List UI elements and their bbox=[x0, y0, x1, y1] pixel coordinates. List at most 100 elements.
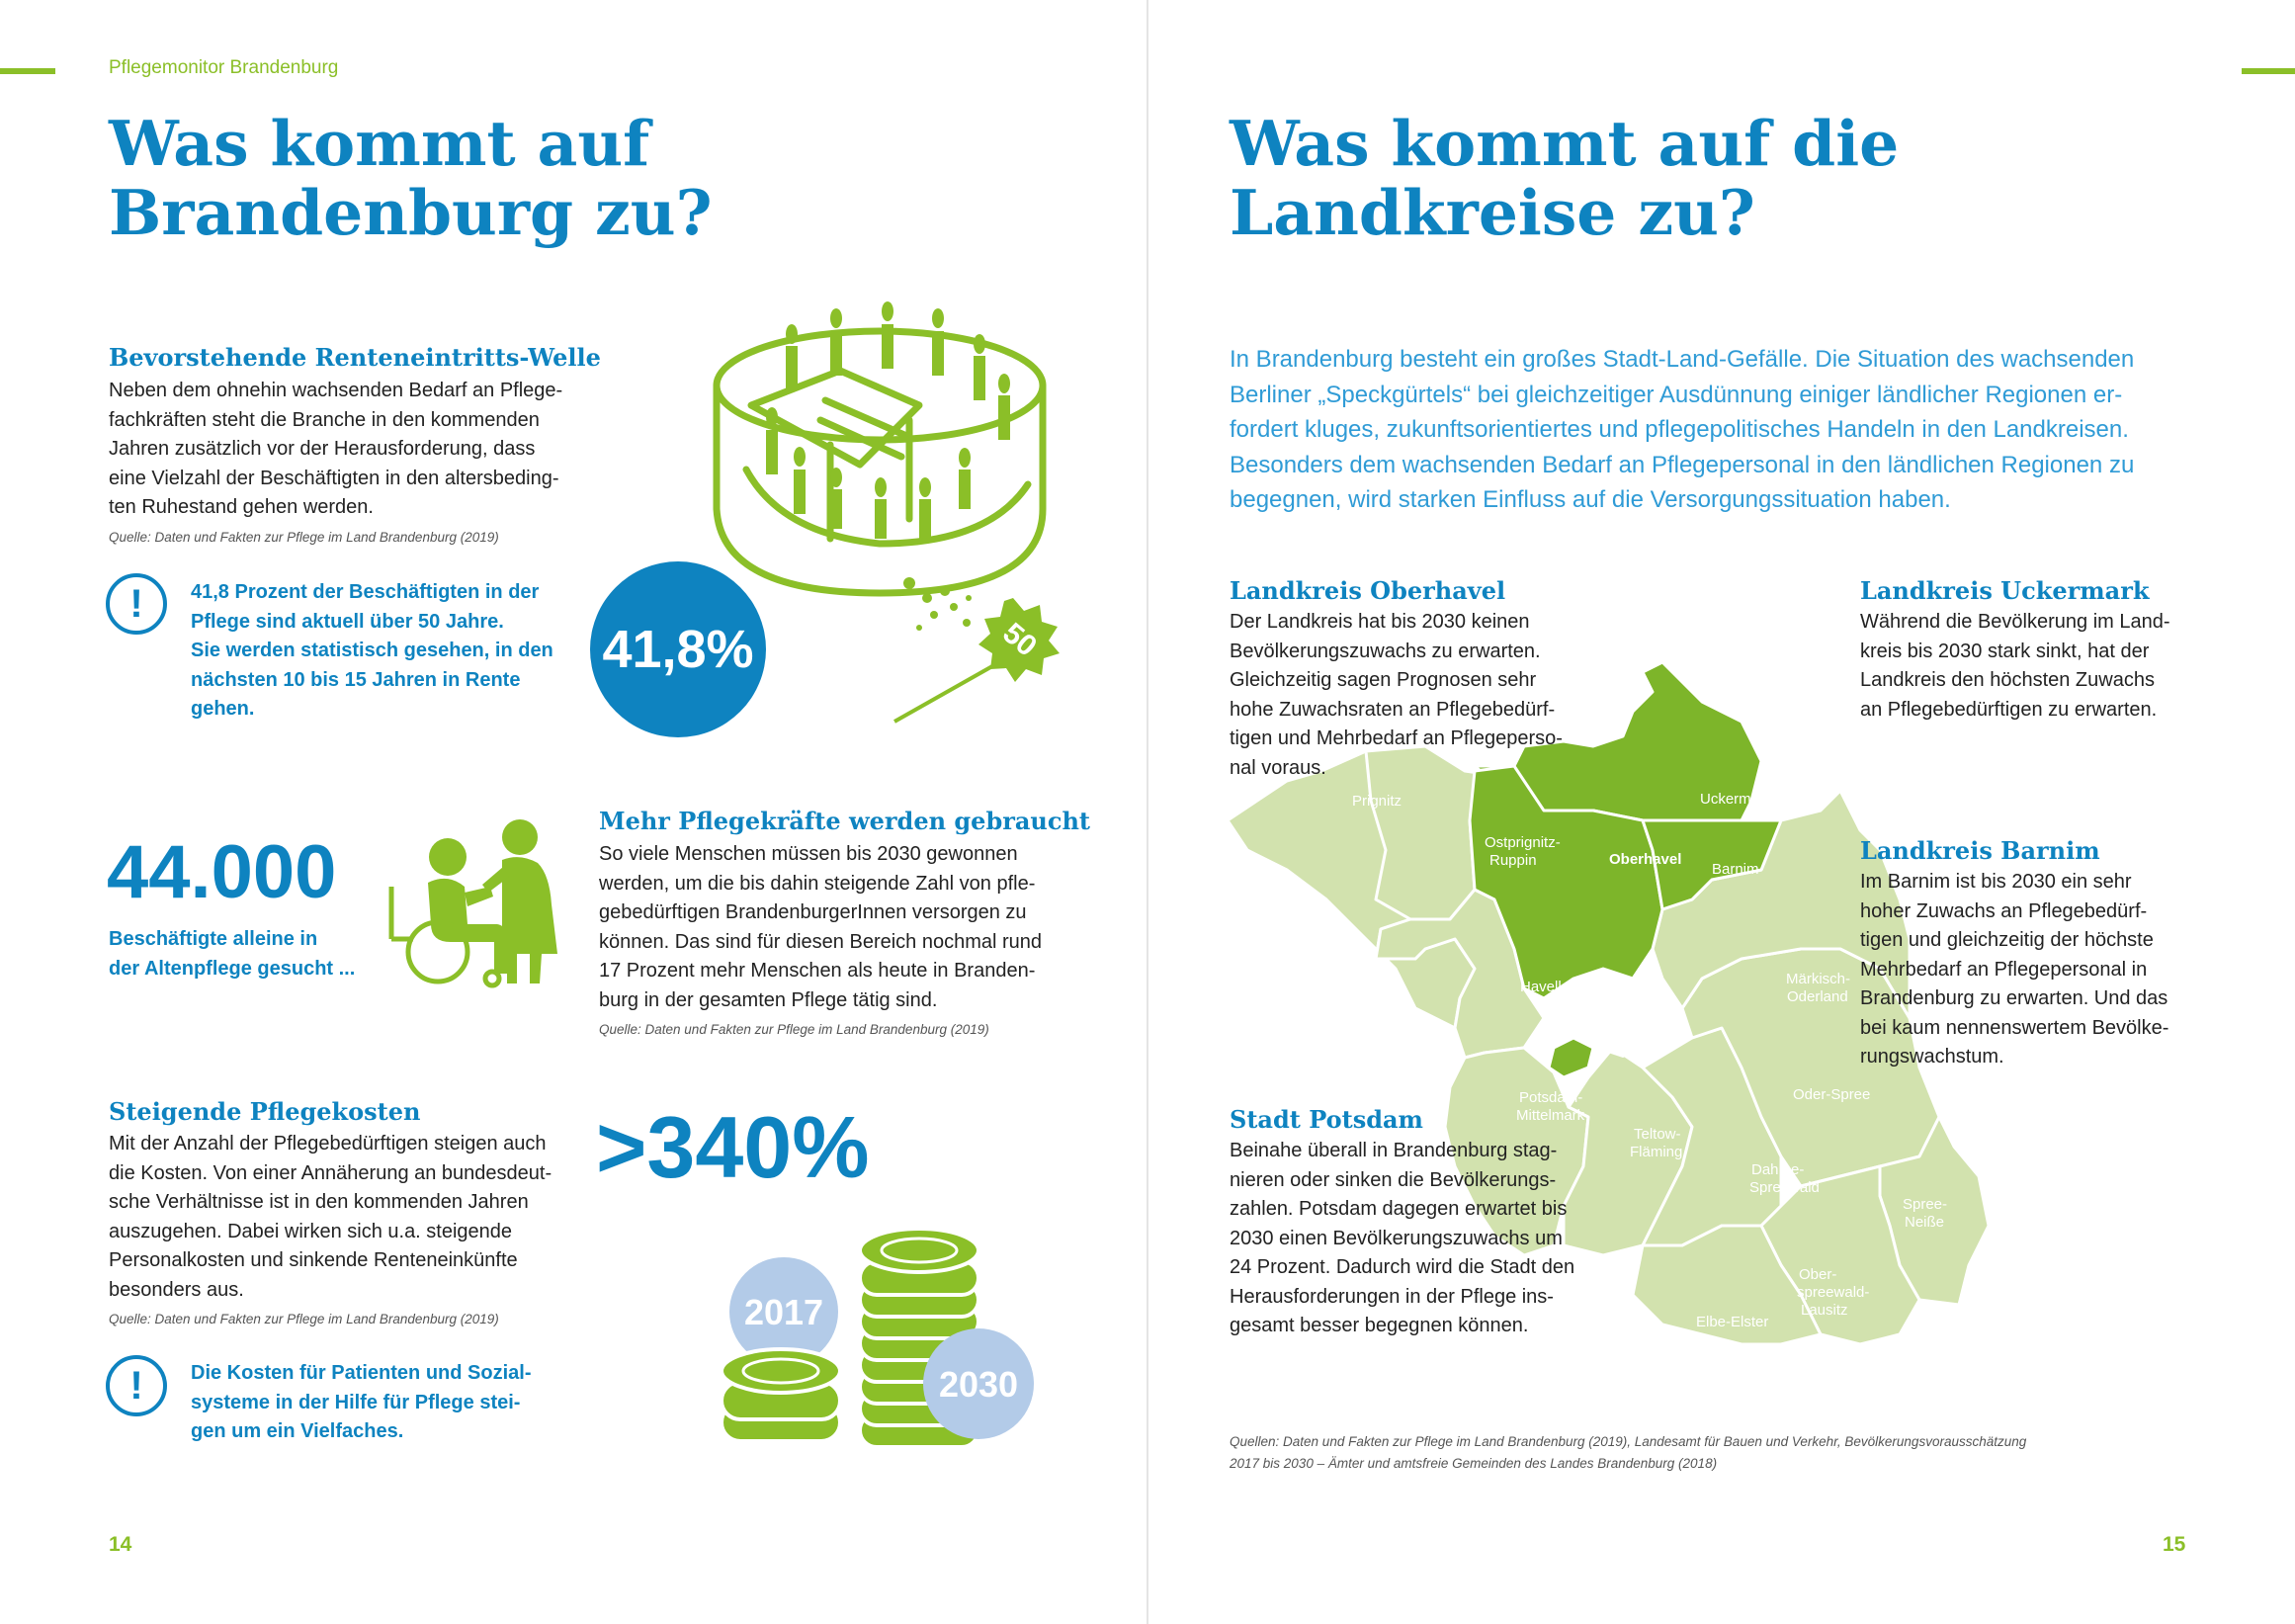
body-line: gesamt besser begegnen können. bbox=[1230, 1315, 1529, 1336]
callout-line: Die Kosten für Patienten und Sozial- bbox=[191, 1362, 532, 1384]
map-label: Elbe-Elster bbox=[1696, 1314, 1768, 1330]
callout-line: systeme in der Hilfe für Pflege stei- bbox=[191, 1391, 521, 1413]
region-heading-oberhavel: Landkreis Oberhavel bbox=[1230, 576, 1506, 605]
callout-text: 41,8 Prozent der Beschäftigten in der Pf… bbox=[191, 578, 606, 725]
callout-text: Die Kosten für Patienten und Sozial- sys… bbox=[191, 1359, 606, 1447]
body-line: Im Barnim ist bis 2030 ein sehr bbox=[1860, 871, 2132, 893]
region-text-barnim: Im Barnim ist bis 2030 ein sehr hoher Zu… bbox=[1860, 868, 2216, 1072]
region-text-uckermark: Während die Bevölkerung im Land- kreis b… bbox=[1860, 608, 2216, 725]
page-title-line: Was kommt auf die bbox=[1230, 107, 1900, 180]
body-line: kreis bis 2030 stark sinkt, hat der bbox=[1860, 640, 2150, 662]
big-number-caption: Beschäftigte alleine in der Altenpflege … bbox=[109, 925, 355, 983]
map-label: Oderland bbox=[1787, 988, 1848, 1005]
source-line: 2017 bis 2030 – Ämter und amtsfreie Geme… bbox=[1230, 1456, 1718, 1471]
intro-line: begegnen, wird starken Einfluss auf die … bbox=[1230, 486, 1951, 513]
page-title: Was kommt auf die Landkreise zu? bbox=[1230, 109, 1899, 247]
body-line: Landkreis den höchsten Zuwachs bbox=[1860, 669, 2155, 691]
map-label: Teltow- bbox=[1634, 1126, 1681, 1143]
region-heading-barnim: Landkreis Barnim bbox=[1860, 836, 2100, 865]
map-label: Potsdam- bbox=[1519, 1089, 1582, 1106]
stat-circle bbox=[590, 561, 766, 737]
page-title-line: Brandenburg zu? bbox=[109, 176, 713, 249]
body-line: Jahren zusätzlich vor der Herausforderun… bbox=[109, 438, 536, 460]
map-label: Lausitz bbox=[1801, 1302, 1848, 1319]
birthday-cake-icon: 50 bbox=[713, 301, 1060, 724]
intro-line: In Brandenburg besteht ein großes Stadt-… bbox=[1230, 346, 2135, 373]
body-line: gebedürftigen BrandenburgerInnen versorg… bbox=[599, 901, 1027, 923]
section-body: So viele Menschen müssen bis 2030 gewonn… bbox=[599, 840, 1093, 1015]
right-page: Was kommt auf die Landkreise zu? In Bran… bbox=[1148, 0, 2295, 1624]
section-body: Mit der Anzahl der Pflegebedürftigen ste… bbox=[109, 1130, 623, 1305]
body-line: besonders aus. bbox=[109, 1278, 244, 1301]
map-region-potsdam bbox=[1547, 1036, 1595, 1079]
body-line: Mit der Anzahl der Pflegebedürftigen ste… bbox=[109, 1133, 547, 1154]
body-line: burg in der gesamten Pflege tätig sind. bbox=[599, 988, 938, 1011]
page-number: 15 bbox=[2163, 1533, 2186, 1556]
body-line: hohe Zuwachsraten an Pflegebedürf- bbox=[1230, 698, 1556, 721]
body-line: bei kaum nennenswertem Bevölke- bbox=[1860, 1016, 2169, 1039]
body-line: sche Verhältnisse ist in den kommenden J… bbox=[109, 1191, 529, 1213]
map-region-oberhavel bbox=[1468, 764, 1664, 1000]
map-label: Ostprignitz- bbox=[1485, 834, 1561, 851]
section-heading: Mehr Pflegekräfte werden gebraucht bbox=[599, 807, 1091, 835]
page-number: 14 bbox=[109, 1533, 132, 1556]
map-region-elbe-elster bbox=[1631, 1224, 1823, 1346]
page-gutter bbox=[1147, 0, 1148, 1624]
body-line: können. Das sind für diesen Bereich noch… bbox=[599, 930, 1043, 953]
body-line: ten Ruhestand gehen werden. bbox=[109, 496, 374, 518]
source-note: Quelle: Daten und Fakten zur Pflege im L… bbox=[109, 530, 499, 545]
intro-line: Berliner „Speckgürtels“ bei gleichzeitig… bbox=[1230, 381, 2123, 408]
body-line: Herausforderungen in der Pflege ins- bbox=[1230, 1285, 1554, 1308]
map-label: Uckermark bbox=[1700, 791, 1772, 808]
page-title-line: Landkreise zu? bbox=[1230, 176, 1755, 249]
body-line: tigen und Mehrbedarf an Pflegeperso- bbox=[1230, 727, 1563, 749]
callout-line: Pflege sind aktuell über 50 Jahre. bbox=[191, 610, 504, 633]
left-page: Pflegemonitor Brandenburg Was kommt auf … bbox=[0, 0, 1147, 1624]
exclamation-icon: ! bbox=[106, 573, 167, 635]
cost-increase-value: >340% bbox=[596, 1098, 870, 1196]
body-line: zahlen. Potsdam dagegen erwartet bis bbox=[1230, 1198, 1568, 1220]
caption-line: Beschäftigte alleine in bbox=[109, 928, 318, 950]
body-line: 17 Prozent mehr Menschen als heute in Br… bbox=[599, 960, 1036, 982]
map-label: Neiße bbox=[1905, 1214, 1944, 1231]
year-2030-label: 2030 bbox=[939, 1364, 1018, 1405]
region-text-oberhavel: Der Landkreis hat bis 2030 keinen Bevölk… bbox=[1230, 608, 1585, 783]
coins-icon: 2017 2030 bbox=[720, 1227, 1034, 1449]
year-2017-label: 2017 bbox=[744, 1292, 823, 1332]
map-label: Mittelmark bbox=[1516, 1107, 1585, 1124]
map-label: Dahme- bbox=[1751, 1161, 1804, 1178]
intro-text: In Brandenburg besteht ein großes Stadt-… bbox=[1230, 342, 2218, 518]
body-line: Brandenburg zu erwarten. Und das bbox=[1860, 987, 2168, 1009]
body-line: an Pflegebedürftigen zu erwarten. bbox=[1860, 698, 2158, 721]
map-region-barnim bbox=[1641, 818, 1783, 911]
map-berlin-cutout bbox=[1573, 983, 1682, 1058]
body-line: werden, um die bis dahin steigende Zahl … bbox=[599, 872, 1036, 895]
callout-line: 41,8 Prozent der Beschäftigten in der bbox=[191, 581, 540, 603]
page-title: Was kommt auf Brandenburg zu? bbox=[109, 109, 713, 247]
map-region-potsdam-mittelmark bbox=[1443, 1046, 1590, 1257]
source-note: Quelle: Daten und Fakten zur Pflege im L… bbox=[599, 1022, 989, 1037]
body-line: hoher Zuwachs an Pflegebedürf- bbox=[1860, 899, 2148, 922]
source-note: Quelle: Daten und Fakten zur Pflege im L… bbox=[109, 1312, 499, 1326]
body-line: auszugehen. Dabei wirken sich u.a. steig… bbox=[109, 1220, 513, 1242]
map-label: Spree- bbox=[1903, 1196, 1947, 1213]
map-label: Oder-Spree bbox=[1793, 1086, 1870, 1103]
stat-circle-value: 41,8% bbox=[602, 620, 754, 679]
callout-line: gen um ein Vielfaches. bbox=[191, 1420, 404, 1442]
page-title-line: Was kommt auf bbox=[109, 107, 650, 180]
map-label: Havelland bbox=[1520, 979, 1586, 995]
map-label: spreewald- bbox=[1797, 1284, 1869, 1301]
body-line: fachkräften steht die Branche in den kom… bbox=[109, 408, 540, 431]
map-label: Ober- bbox=[1799, 1266, 1836, 1283]
map-label: Spreewald bbox=[1749, 1179, 1820, 1196]
source-line: Quellen: Daten und Fakten zur Pflege im … bbox=[1230, 1434, 2027, 1449]
big-number: 44.000 bbox=[107, 830, 337, 914]
callout-line: Sie werden statistisch gesehen, in den bbox=[191, 640, 553, 661]
map-label: Prignitz bbox=[1352, 793, 1402, 810]
section-heading: Steigende Pflegekosten bbox=[109, 1097, 421, 1126]
section-heading: Bevorstehende Renteneintritts-Welle bbox=[109, 343, 601, 372]
brandenburg-map: Prignitz Ostprignitz- Ruppin Uckermark O… bbox=[1228, 660, 1991, 1346]
map-label: Barnim bbox=[1712, 861, 1759, 878]
caregiver-wheelchair-icon bbox=[388, 819, 557, 988]
region-heading-uckermark: Landkreis Uckermark bbox=[1860, 576, 2150, 605]
